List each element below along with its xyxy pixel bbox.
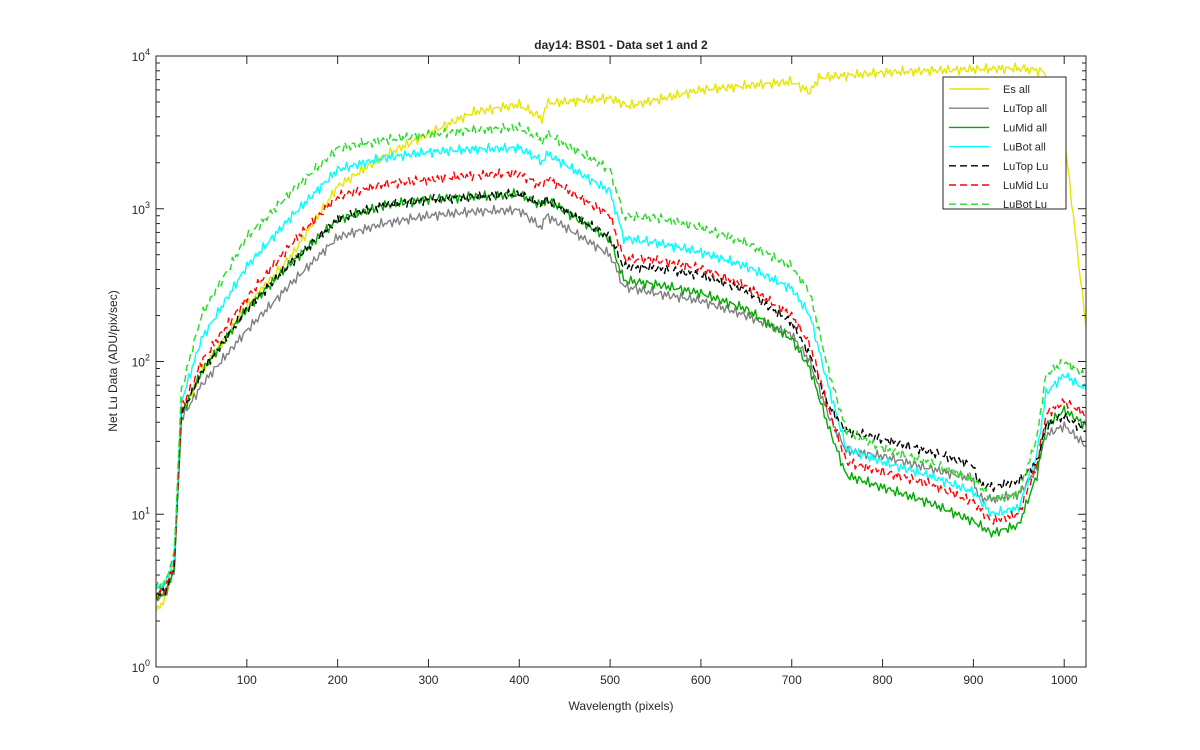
series-line-lutop-lu — [156, 188, 1086, 597]
series-line-lumid-lu — [156, 168, 1086, 600]
series-layer — [156, 62, 1086, 612]
legend-entry-label: LuMid all — [1003, 122, 1047, 134]
x-tick-label: 100 — [237, 673, 257, 687]
y-tick-label: 100 — [132, 658, 150, 675]
y-axis-ticks: 100 101 102 103 104 — [132, 47, 1086, 675]
y-tick-label: 103 — [132, 200, 150, 217]
legend-entry-label: LuBot all — [1003, 142, 1046, 154]
x-tick-label: 500 — [600, 673, 620, 687]
legend-entry-label: LuBot Lu — [1003, 199, 1047, 211]
series-line-lubot-all — [156, 142, 1086, 593]
x-axis-ticks: 0 100 200 300 400 500 600 700 800 900 1000 — [153, 56, 1078, 687]
x-axis-label: Wavelength (pixels) — [569, 699, 674, 713]
x-tick-label: 800 — [873, 673, 893, 687]
chart-title: day14: BS01 - Data set 1 and 2 — [534, 38, 708, 52]
x-tick-label: 900 — [963, 673, 983, 687]
y-tick-label: 102 — [132, 353, 150, 370]
series-line-lutop-all — [156, 204, 1086, 602]
y-tick-label: 104 — [132, 47, 150, 64]
x-tick-label: 1000 — [1051, 673, 1078, 687]
legend-entry-label: LuTop all — [1003, 103, 1047, 115]
legend-box — [942, 76, 1067, 210]
x-tick-label: 700 — [782, 673, 802, 687]
x-tick-label: 200 — [328, 673, 348, 687]
y-axis-label: Net Lu Data (ADU/pix/sec) — [106, 290, 120, 431]
series-line-lumid-all — [156, 188, 1086, 602]
legend[interactable]: Es all LuTop all LuMid all LuBot all LuTop L… — [942, 76, 1067, 211]
legend-entry-label: LuTop Lu — [1003, 161, 1048, 173]
x-tick-label: 300 — [418, 673, 438, 687]
legend-entry-label: LuMid Lu — [1003, 180, 1048, 192]
series-line-es-all — [156, 62, 1086, 612]
plot-area: 0 100 200 300 400 500 600 700 800 900 1000 1001011… — [132, 47, 1087, 687]
x-tick-label: 400 — [509, 673, 529, 687]
legend-entry-label: Es all — [1003, 84, 1030, 96]
y-tick-label: 101 — [132, 505, 150, 522]
x-tick-label: 0 — [153, 673, 160, 687]
x-tick-label: 600 — [691, 673, 711, 687]
series-line-lubot-lu — [156, 121, 1086, 589]
